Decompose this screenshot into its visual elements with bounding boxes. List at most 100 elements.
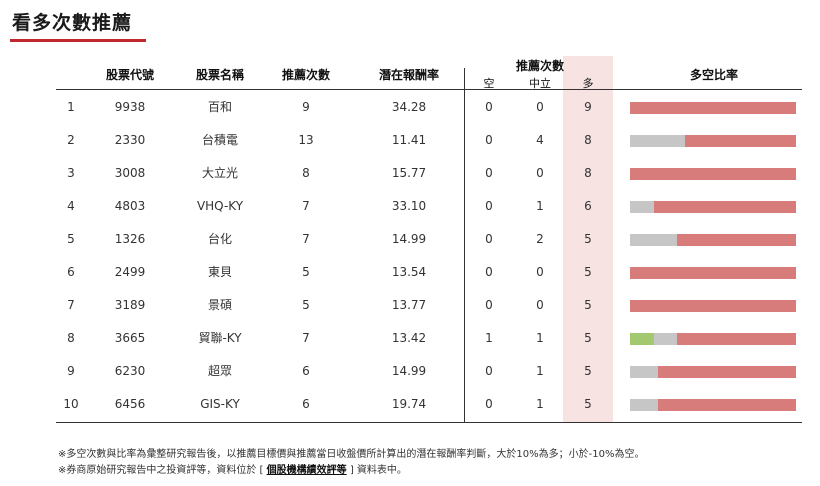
long-count-cell: 5: [584, 298, 592, 312]
stock-name-cell: 百和: [207, 100, 232, 114]
recommend-count-cell: 6: [302, 397, 310, 411]
table-bottom-border: [56, 422, 802, 423]
long-short-ratio-bar: [630, 366, 796, 378]
neutral-count-cell: 0: [536, 100, 544, 114]
long-short-ratio-bar: [630, 333, 796, 345]
long-ratio-segment: [653, 201, 796, 213]
potential-return-cell: 15.77: [391, 166, 427, 180]
potential-return-cell: 13.77: [391, 298, 427, 312]
short-count-cell: 0: [485, 265, 493, 279]
neutral-count-cell: 0: [536, 166, 544, 180]
rank-cell: 3: [67, 166, 75, 180]
stock-name-cell: 貿聯-KY: [198, 331, 242, 345]
page-title: 看多次數推薦: [12, 12, 133, 34]
long-ratio-segment: [685, 135, 796, 147]
long-count-cell: 5: [584, 364, 592, 378]
long-ratio-segment: [630, 168, 796, 180]
table-row[interactable]: 3 3008 大立光 8 15.77 0 0 8: [0, 157, 820, 190]
potential-return-cell: 14.99: [391, 364, 427, 378]
recommend-count-cell: 13: [298, 133, 314, 147]
rank-cell: 4: [67, 199, 75, 213]
recommend-count-cell: 7: [302, 232, 310, 246]
stock-name-cell: 台積電: [201, 133, 238, 147]
neutral-count-cell: 1: [536, 199, 544, 213]
stock-code-cell: 3189: [114, 298, 146, 312]
long-column-highlight: [563, 56, 613, 422]
neutral-count-cell: 2: [536, 232, 544, 246]
table-row[interactable]: 7 3189 景碩 5 13.77 0 0 5: [0, 289, 820, 322]
stock-code-cell: 2330: [114, 133, 146, 147]
neutral-ratio-segment: [630, 201, 654, 213]
recommend-count-cell: 5: [302, 265, 310, 279]
long-short-ratio-bar: [630, 135, 796, 147]
neutral-ratio-segment: [630, 399, 658, 411]
long-short-ratio-bar: [630, 300, 796, 312]
note-rating-source: ※券商原始研究報告中之投資評等，資料位於 [ 個股機構績效評等 ] 資料表中。: [58, 461, 407, 476]
header-long: 多: [582, 77, 594, 90]
recommend-count-cell: 9: [302, 100, 310, 114]
rank-cell: 6: [67, 265, 75, 279]
short-count-cell: 0: [485, 166, 493, 180]
short-count-cell: 0: [485, 232, 493, 246]
table-row[interactable]: 10 6456 GIS-KY 6 19.74 0 1 5: [0, 388, 820, 421]
stock-name-cell: 超眾: [207, 364, 232, 378]
table-row[interactable]: 8 3665 貿聯-KY 7 13.42 1 1 5: [0, 322, 820, 355]
long-count-cell: 6: [584, 199, 592, 213]
table-row[interactable]: 6 2499 東貝 5 13.54 0 0 5: [0, 256, 820, 289]
table-row[interactable]: 4 4803 VHQ-KY 7 33.10 0 1 6: [0, 190, 820, 223]
recommend-count-cell: 7: [302, 199, 310, 213]
recommend-count-cell: 7: [302, 331, 310, 345]
long-ratio-segment: [677, 234, 796, 246]
column-divider: [464, 68, 465, 422]
potential-return-cell: 13.54: [391, 265, 427, 279]
table-row[interactable]: 1 9938 百和 9 34.28 0 0 9: [0, 91, 820, 124]
stock-name-cell: 大立光: [201, 166, 238, 180]
title-underline: [10, 39, 146, 42]
note-suffix: ] 資料表中。: [346, 465, 407, 476]
neutral-ratio-segment: [630, 135, 686, 147]
stock-name-cell: 景碩: [207, 298, 232, 312]
neutral-count-cell: 4: [536, 133, 544, 147]
long-count-cell: 5: [584, 397, 592, 411]
stock-name-cell: 台化: [207, 232, 232, 246]
header-recommend-group: 推薦次數: [515, 59, 564, 73]
long-ratio-segment: [657, 399, 796, 411]
neutral-count-cell: 1: [536, 364, 544, 378]
header-ratio: 多空比率: [689, 68, 738, 82]
stock-code-cell: 9938: [114, 100, 146, 114]
rating-table-link[interactable]: 個股機構績效評等: [266, 465, 347, 476]
table-row[interactable]: 2 2330 台積電 13 11.41 0 4 8: [0, 124, 820, 157]
long-short-ratio-bar: [630, 102, 796, 114]
potential-return-cell: 34.28: [391, 100, 427, 114]
rank-cell: 1: [67, 100, 75, 114]
stock-code-cell: 6456: [114, 397, 146, 411]
long-count-cell: 9: [584, 100, 592, 114]
neutral-ratio-segment: [630, 234, 678, 246]
recommend-count-cell: 6: [302, 364, 310, 378]
long-ratio-segment: [677, 333, 796, 345]
stock-code-cell: 6230: [114, 364, 146, 378]
stock-code-cell: 1326: [114, 232, 146, 246]
stock-code-cell: 4803: [114, 199, 146, 213]
header-short: 空: [483, 77, 495, 90]
table-row[interactable]: 5 1326 台化 7 14.99 0 2 5: [0, 223, 820, 256]
rank-cell: 8: [67, 331, 75, 345]
short-count-cell: 0: [485, 133, 493, 147]
short-count-cell: 1: [485, 331, 493, 345]
potential-return-cell: 19.74: [391, 397, 427, 411]
rank-cell: 9: [67, 364, 75, 378]
rank-cell: 7: [67, 298, 75, 312]
long-count-cell: 5: [584, 331, 592, 345]
long-short-ratio-bar: [630, 201, 796, 213]
long-short-ratio-bar: [630, 267, 796, 279]
potential-return-cell: 33.10: [391, 199, 427, 213]
long-ratio-segment: [630, 102, 796, 114]
long-ratio-segment: [657, 366, 796, 378]
potential-return-cell: 14.99: [391, 232, 427, 246]
long-count-cell: 5: [584, 265, 592, 279]
header-name: 股票名稱: [195, 68, 244, 82]
recommend-count-cell: 8: [302, 166, 310, 180]
long-short-ratio-bar: [630, 234, 796, 246]
table-row[interactable]: 9 6230 超眾 6 14.99 0 1 5: [0, 355, 820, 388]
stock-name-cell: VHQ-KY: [196, 199, 244, 213]
